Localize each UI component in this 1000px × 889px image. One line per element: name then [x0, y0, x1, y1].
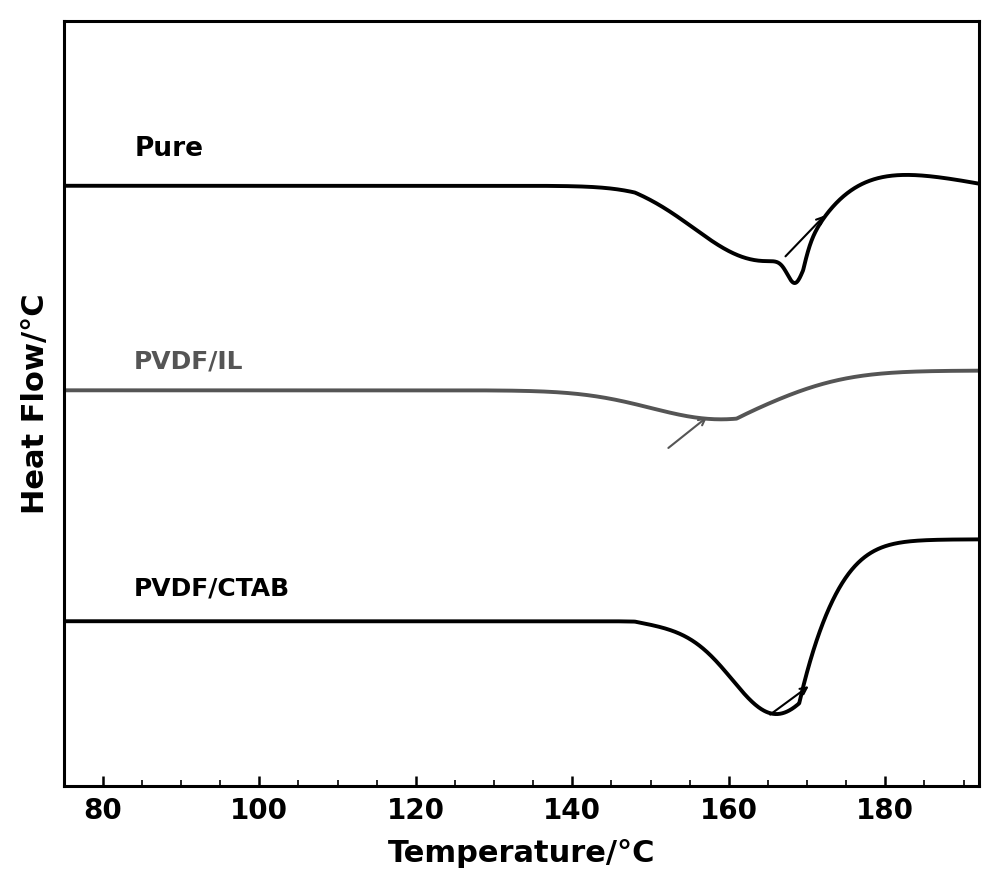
Y-axis label: Heat Flow/°C: Heat Flow/°C — [21, 293, 50, 514]
X-axis label: Temperature/°C: Temperature/°C — [388, 839, 655, 869]
Text: PVDF/CTAB: PVDF/CTAB — [134, 576, 290, 600]
Text: PVDF/IL: PVDF/IL — [134, 349, 244, 373]
Text: Pure: Pure — [134, 136, 203, 162]
